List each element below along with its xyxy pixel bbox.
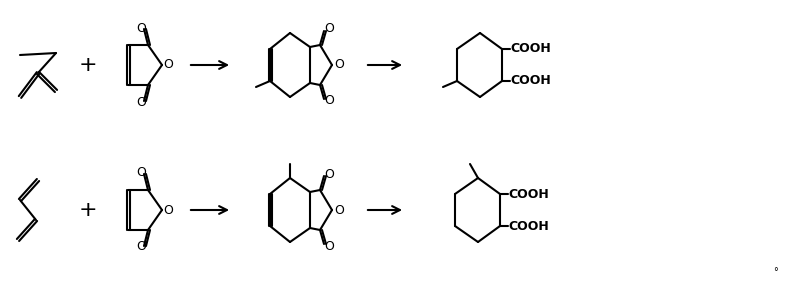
Text: COOH: COOH — [510, 74, 550, 87]
Text: O: O — [136, 241, 146, 253]
Text: °: ° — [773, 267, 778, 277]
Text: O: O — [324, 239, 334, 253]
Text: O: O — [136, 96, 146, 108]
Text: O: O — [324, 167, 334, 180]
Text: O: O — [324, 22, 334, 35]
Text: O: O — [136, 22, 146, 35]
Text: O: O — [163, 203, 173, 216]
Text: +: + — [78, 200, 98, 220]
Text: COOH: COOH — [508, 219, 549, 232]
Text: +: + — [78, 55, 98, 75]
Text: O: O — [324, 94, 334, 108]
Text: O: O — [334, 58, 344, 71]
Text: O: O — [334, 203, 344, 216]
Text: O: O — [163, 58, 173, 71]
Text: COOH: COOH — [510, 42, 550, 56]
Text: O: O — [136, 167, 146, 180]
Text: COOH: COOH — [508, 187, 549, 201]
